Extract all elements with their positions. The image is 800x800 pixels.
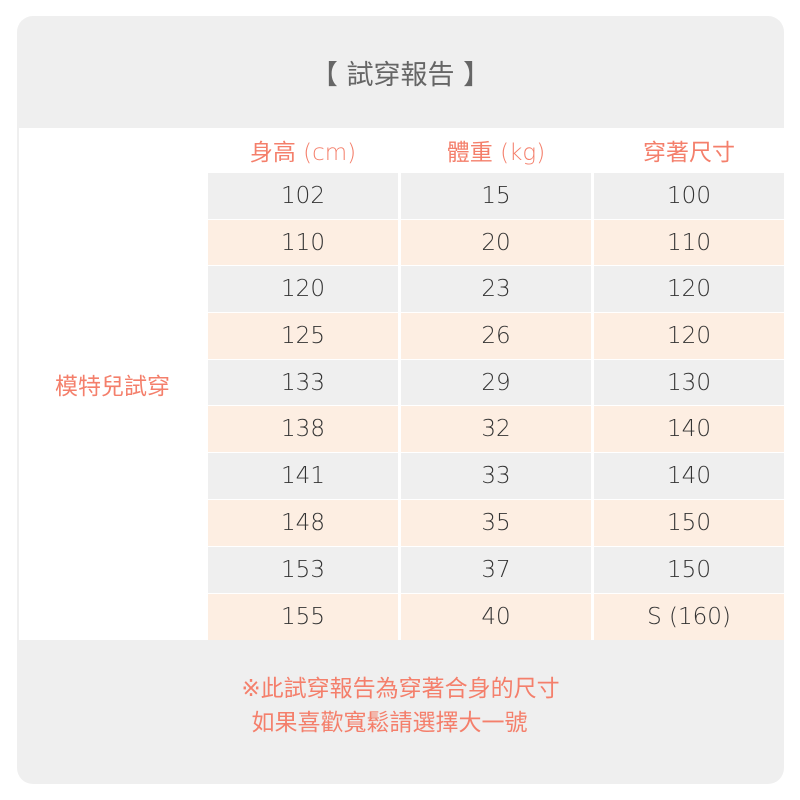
table-cell: S (160) [594, 594, 784, 640]
table-cell: 32 [401, 406, 591, 452]
table-cell: 26 [401, 313, 591, 359]
column-header: 體重 (kg) [401, 128, 591, 172]
table-cell: 20 [401, 220, 591, 265]
table-cell: 125 [208, 313, 398, 359]
fitting-report-card: 【 試穿報告 】 模特兒試穿 身高 (cm) 體重 (kg) 穿著尺寸 102 15 10… [17, 16, 784, 784]
table-cell: 37 [401, 547, 591, 593]
report-title: 【 試穿報告 】 [310, 59, 491, 91]
table-cell: 141 [208, 453, 398, 499]
table-cell: 130 [594, 360, 784, 405]
table-cell: 110 [208, 220, 398, 265]
column-header: 身高 (cm) [208, 128, 398, 172]
column-header: 穿著尺寸 [594, 128, 784, 172]
table-cell: 23 [401, 266, 591, 312]
table-cell: 153 [208, 547, 398, 593]
table-cell: 35 [401, 500, 591, 546]
table-cell: 150 [594, 547, 784, 593]
table-cell: 102 [208, 173, 398, 219]
table-cell: 40 [401, 594, 591, 640]
table-cell: 120 [208, 266, 398, 312]
table-cell: 150 [594, 500, 784, 546]
table-cell: 138 [208, 406, 398, 452]
table-cell: 140 [594, 406, 784, 452]
table-cell: 133 [208, 360, 398, 405]
table-cell: 140 [594, 453, 784, 499]
size-table: 身高 (cm) 體重 (kg) 穿著尺寸 102 15 100 110 20 110 120 23 1… [206, 128, 784, 640]
table-cell: 100 [594, 173, 784, 219]
footnote-line: ※此試穿報告為穿著合身的尺寸 [241, 676, 560, 702]
footnote-line: 如果喜歡寬鬆請選擇大一號 [251, 710, 528, 736]
footnote: ※此試穿報告為穿著合身的尺寸 如果喜歡寬鬆請選擇大一號 [17, 672, 784, 740]
table-cell: 110 [594, 220, 784, 265]
table-cell: 155 [208, 594, 398, 640]
table-cell: 15 [401, 173, 591, 219]
table-cell: 33 [401, 453, 591, 499]
table-cell: 120 [594, 266, 784, 312]
table-cell: 29 [401, 360, 591, 405]
table-cell: 120 [594, 313, 784, 359]
row-label-model-fitting: 模特兒試穿 [19, 128, 206, 640]
table-cell: 148 [208, 500, 398, 546]
